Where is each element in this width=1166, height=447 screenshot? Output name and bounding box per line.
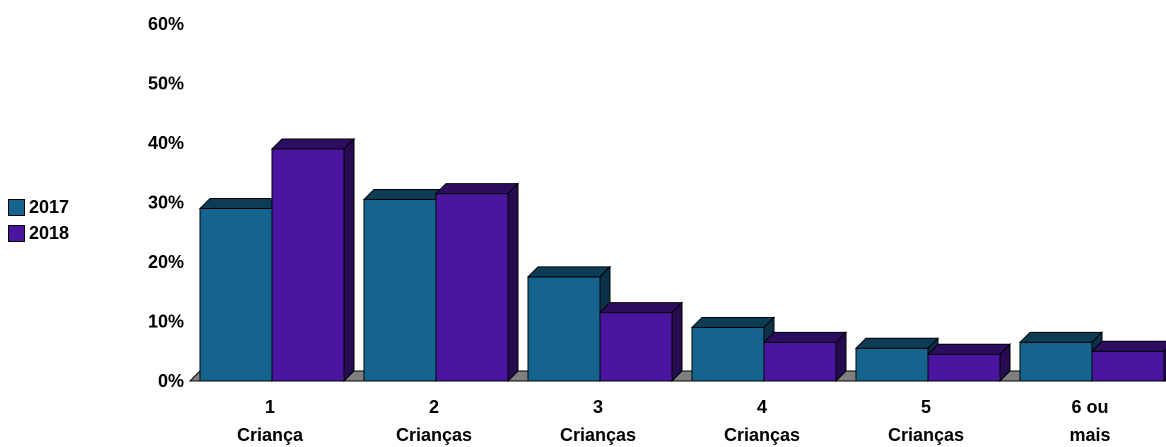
legend-label-2017: 2017 (29, 196, 70, 217)
x-category-label: 3 (593, 397, 603, 417)
bar-top (854, 337, 940, 349)
x-category-label: 6 ou (1071, 397, 1108, 417)
x-category-label: 4 (757, 397, 767, 417)
bar-side (343, 137, 355, 383)
bar-2018-1 (434, 182, 520, 383)
x-category-label: 5 (921, 397, 931, 417)
bar-2018-2 (598, 301, 684, 383)
bar-2017-3 (690, 316, 776, 383)
x-category-label: mais (1069, 425, 1110, 445)
bar-2017-5 (1018, 331, 1104, 383)
bar-front (1091, 350, 1165, 382)
x-category-label: Crianças (396, 425, 472, 445)
bar-front (855, 347, 929, 382)
bar-2017-2 (526, 265, 612, 383)
legend-item-2017: 2017 (8, 194, 69, 220)
y-tick-label: 10% (148, 312, 184, 332)
y-axis-ticks: 0% 10% 20% 30% 40% 50% 60% (148, 14, 184, 391)
bar-2018-4 (926, 343, 1012, 383)
bar-top (362, 189, 448, 201)
bar-front (691, 326, 765, 382)
bar-2018-0 (270, 137, 356, 383)
bar-2017-1 (362, 188, 448, 383)
bar-top (690, 316, 776, 328)
bar-front (363, 199, 437, 382)
bar-front (527, 276, 601, 382)
bar-2018-5 (1090, 340, 1166, 383)
legend: 2017 2018 (8, 194, 69, 246)
bar-front (435, 193, 509, 382)
legend-swatch-2017 (8, 198, 25, 216)
x-category-label: Crianças (724, 425, 800, 445)
bar-2017-4 (854, 337, 940, 383)
legend-item-2018: 2018 (8, 220, 69, 246)
y-tick-label: 60% (148, 14, 184, 34)
legend-label-2018: 2018 (29, 222, 70, 243)
bar-top (1090, 340, 1166, 352)
x-category-label: Criança (237, 425, 304, 445)
bars (198, 137, 1166, 383)
legend-swatch-2018 (8, 224, 25, 242)
y-tick-label: 0% (158, 371, 184, 391)
bar-2018-3 (762, 331, 848, 383)
bar-front (1019, 341, 1093, 382)
bar-side (507, 182, 519, 383)
bar-side (999, 343, 1011, 383)
bar-top (526, 266, 612, 278)
bar-front (199, 207, 273, 382)
bar-front (763, 341, 837, 382)
bar-top (1018, 331, 1104, 343)
x-category-label: Crianças (560, 425, 636, 445)
x-axis-labels: 1 Criança 2 Crianças 3 Crianças 4 Crianças 5 Cria… (237, 397, 1111, 445)
bar-front (271, 148, 345, 382)
bar-top (198, 197, 284, 209)
bar-top (598, 302, 684, 314)
y-tick-label: 50% (148, 74, 184, 94)
bar-side (835, 331, 847, 383)
bar-front (599, 312, 673, 382)
bar-front (927, 353, 1001, 382)
bar-top (762, 331, 848, 343)
x-category-label: Crianças (888, 425, 964, 445)
bar-top (926, 343, 1012, 355)
x-category-label: 1 (265, 397, 275, 417)
y-tick-label: 20% (148, 252, 184, 272)
bar-2017-0 (198, 197, 284, 383)
y-tick-label: 40% (148, 133, 184, 153)
x-category-label: 2 (429, 397, 439, 417)
bar-top (434, 183, 520, 195)
bar-top (270, 138, 356, 150)
bar-side (671, 301, 683, 383)
y-tick-label: 30% (148, 193, 184, 213)
